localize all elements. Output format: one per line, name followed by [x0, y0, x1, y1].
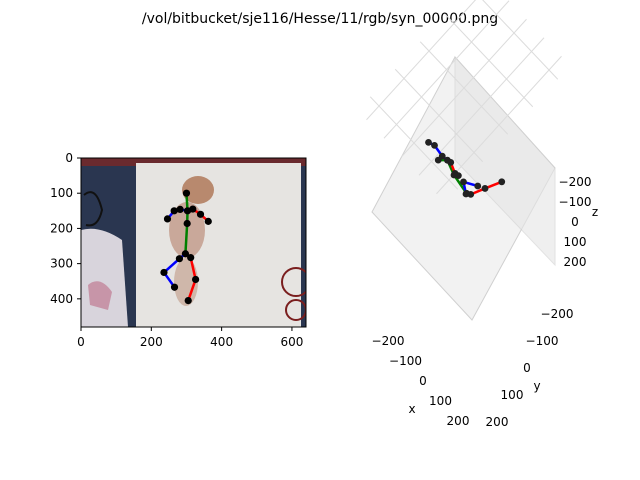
bone-2d — [186, 278, 197, 302]
grid-line — [444, 13, 534, 108]
joint-2d-r_hip — [187, 254, 195, 262]
joint-3d-l_hand — [425, 139, 432, 146]
figure-title: /vol/bitbucket/sje116/Hesse/11/rgb/syn_0… — [142, 11, 498, 27]
y-tick-label: 200 — [486, 415, 509, 429]
x-tick-label: 0 — [77, 335, 85, 349]
y-tick-label: 100 — [50, 186, 73, 200]
y-tick-label: 200 — [50, 221, 73, 235]
z-tick-label: −100 — [559, 195, 592, 209]
x-tick-label: 0 — [419, 374, 427, 388]
y-tick-label: −100 — [526, 334, 559, 348]
skeleton-3d — [425, 139, 506, 198]
grid-line — [482, 0, 559, 80]
joint-3d-l_hip — [462, 190, 470, 198]
joint-3d-spine — [450, 171, 458, 179]
x-tick-label: 200 — [447, 414, 470, 428]
x-tick-label: −100 — [389, 354, 422, 368]
y-tick-label: −200 — [541, 307, 574, 321]
joint-2d-pelvis — [181, 250, 190, 258]
x-tick-label: 200 — [140, 335, 163, 349]
joint-2d-l_hand — [163, 215, 172, 223]
joint-3d-r_shoulder — [447, 158, 455, 166]
y-tick-label: 300 — [50, 257, 73, 271]
x-tick-label: 400 — [210, 335, 233, 349]
y-tick-label: 0 — [523, 361, 531, 375]
3d-axes-panel: −200−1000100200−200−1000100200−200−10001… — [366, 0, 598, 429]
joint-2d-r_knee — [192, 275, 200, 284]
joint-2d-r_elbow — [196, 210, 205, 218]
joint-3d-l_shoulder — [438, 152, 446, 160]
grid-line — [419, 41, 509, 135]
z-tick-label: −200 — [559, 175, 592, 189]
x-tick-label: 100 — [429, 394, 452, 408]
joint-2d-l_knee — [160, 268, 168, 277]
joint-3d-r_foot — [498, 178, 506, 186]
joint-3d-l_knee — [460, 178, 467, 186]
joint-2d-l_foot — [170, 283, 179, 291]
image-frame — [80, 157, 307, 328]
x-axis-label: x — [408, 402, 415, 416]
y-tick-label: 0 — [65, 151, 73, 165]
z-tick-label: 100 — [564, 235, 587, 249]
joint-3d-r_knee — [481, 185, 489, 192]
x-tick-label: 600 — [280, 335, 303, 349]
image-panel: 0 200 400 600 0 100 200 300 400 — [50, 151, 307, 349]
joint-2d-r_hand — [204, 217, 212, 225]
z-axis-label: z — [592, 205, 598, 219]
z-tick-label: 200 — [564, 255, 587, 269]
joint-2d-r_shoulder — [189, 205, 197, 213]
joint-2d-head — [182, 189, 191, 197]
skeleton-2d — [160, 189, 212, 305]
z-tick-label: 0 — [571, 215, 579, 229]
3d-axis-ticks: −200−1000100200−200−1000100200−200−10001… — [372, 175, 592, 429]
grid-line — [436, 55, 562, 195]
y-axis-label: y — [533, 379, 540, 393]
joint-2d-l_hip — [175, 255, 184, 263]
joint-2d-l_elbow — [170, 207, 178, 215]
bone-2d — [189, 256, 197, 281]
x-tick-label: −200 — [372, 334, 405, 348]
y-tick-label: 400 — [50, 292, 73, 306]
y-tick-label: 100 — [501, 388, 524, 402]
image-axis-ticks: 0 200 400 600 0 100 200 300 400 — [50, 151, 303, 349]
joint-2d-l_shoulder — [176, 205, 184, 214]
3d-grid — [366, 0, 562, 195]
joint-3d-l_foot — [474, 182, 482, 190]
joint-2d-r_foot — [184, 296, 192, 305]
joint-3d-l_elbow — [431, 141, 438, 149]
bone-2d — [184, 222, 189, 256]
photo — [81, 158, 306, 327]
3d-pane-wall — [454, 55, 556, 267]
joint-2d-chest — [183, 219, 191, 228]
